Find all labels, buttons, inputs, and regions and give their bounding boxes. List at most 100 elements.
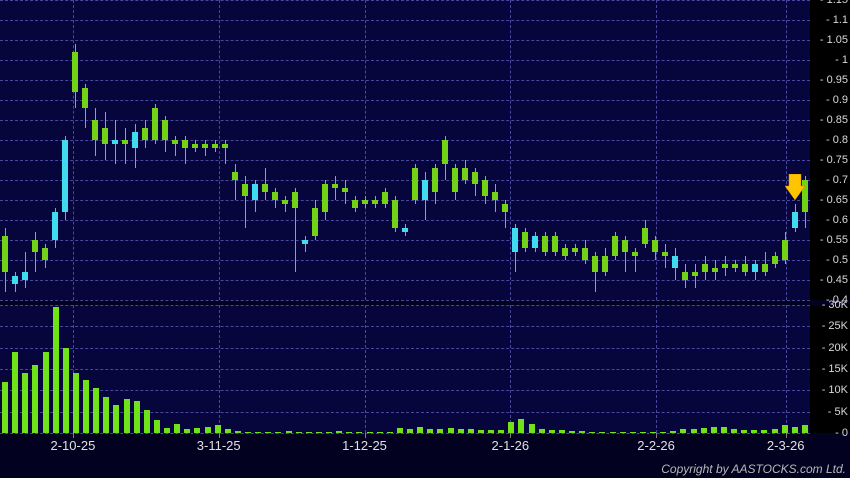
candle-body[interactable] <box>302 240 308 244</box>
volume-bar[interactable] <box>275 432 281 433</box>
volume-bar[interactable] <box>215 425 221 433</box>
candle-body[interactable] <box>762 264 768 272</box>
candle-body[interactable] <box>502 204 508 212</box>
candle-wick[interactable] <box>345 180 346 204</box>
candle-body[interactable] <box>492 192 498 200</box>
volume-bar[interactable] <box>32 365 38 433</box>
volume-bar[interactable] <box>437 429 443 433</box>
candle-body[interactable] <box>92 120 98 140</box>
candle-body[interactable] <box>202 144 208 148</box>
volume-bar[interactable] <box>691 429 697 433</box>
volume-bar[interactable] <box>2 382 8 433</box>
candle-body[interactable] <box>772 256 778 264</box>
volume-bar[interactable] <box>640 432 646 433</box>
candle-body[interactable] <box>292 192 298 208</box>
volume-bar[interactable] <box>721 427 727 433</box>
volume-bar[interactable] <box>63 348 69 433</box>
volume-bar[interactable] <box>316 432 322 433</box>
candle-body[interactable] <box>212 144 218 148</box>
candle-body[interactable] <box>52 212 58 240</box>
candle-wick[interactable] <box>665 244 666 268</box>
candle-wick[interactable] <box>235 164 236 200</box>
candle-body[interactable] <box>12 276 18 284</box>
volume-bar[interactable] <box>174 424 180 433</box>
candle-wick[interactable] <box>35 232 36 272</box>
candle-body[interactable] <box>702 264 708 272</box>
candle-body[interactable] <box>82 88 88 108</box>
volume-bar[interactable] <box>346 432 352 433</box>
candle-body[interactable] <box>722 264 728 268</box>
candle-body[interactable] <box>732 264 738 268</box>
candle-body[interactable] <box>792 212 798 228</box>
volume-bar[interactable] <box>458 429 464 433</box>
volume-bar[interactable] <box>397 428 403 433</box>
volume-bar[interactable] <box>22 373 28 433</box>
candle-wick[interactable] <box>335 176 336 200</box>
volume-bar[interactable] <box>680 429 686 433</box>
candle-body[interactable] <box>372 200 378 204</box>
candle-body[interactable] <box>342 188 348 192</box>
candle-body[interactable] <box>332 184 338 188</box>
volume-bar[interactable] <box>802 425 808 433</box>
candle-body[interactable] <box>362 200 368 204</box>
volume-bar[interactable] <box>579 431 585 433</box>
volume-bar[interactable] <box>761 430 767 433</box>
candle-body[interactable] <box>482 180 488 196</box>
candle-body[interactable] <box>382 192 388 204</box>
candle-body[interactable] <box>182 140 188 148</box>
volume-bar[interactable] <box>235 431 241 433</box>
candle-body[interactable] <box>522 232 528 248</box>
candle-body[interactable] <box>32 240 38 252</box>
candle-body[interactable] <box>262 184 268 192</box>
volume-bar[interactable] <box>539 429 545 433</box>
volume-bar[interactable] <box>518 419 524 433</box>
volume-bar[interactable] <box>407 429 413 433</box>
candle-body[interactable] <box>22 272 28 280</box>
candle-body[interactable] <box>112 140 118 144</box>
volume-bar[interactable] <box>326 432 332 433</box>
volume-bar[interactable] <box>670 431 676 433</box>
volume-bar[interactable] <box>265 432 271 433</box>
candle-body[interactable] <box>592 256 598 272</box>
volume-bar[interactable] <box>559 430 565 433</box>
volume-bar[interactable] <box>53 307 59 433</box>
candle-body[interactable] <box>2 236 8 272</box>
volume-bar[interactable] <box>113 405 119 433</box>
volume-bar[interactable] <box>741 430 747 433</box>
volume-bar[interactable] <box>792 427 798 433</box>
candle-body[interactable] <box>462 168 468 180</box>
volume-bar[interactable] <box>43 352 49 433</box>
candle-body[interactable] <box>652 240 658 252</box>
candle-body[interactable] <box>532 236 538 248</box>
candle-wick[interactable] <box>125 128 126 164</box>
candle-body[interactable] <box>162 120 168 140</box>
volume-bar[interactable] <box>124 399 130 433</box>
volume-bar[interactable] <box>144 410 150 433</box>
volume-bar[interactable] <box>73 373 79 433</box>
candle-body[interactable] <box>622 240 628 252</box>
volume-bar[interactable] <box>448 428 454 433</box>
candle-body[interactable] <box>432 168 438 192</box>
candle-body[interactable] <box>272 192 278 200</box>
candle-body[interactable] <box>312 208 318 236</box>
volume-bar[interactable] <box>488 430 494 433</box>
volume-bar[interactable] <box>306 432 312 433</box>
volume-bar[interactable] <box>205 427 211 433</box>
volume-bar[interactable] <box>245 432 251 433</box>
volume-bar[interactable] <box>599 432 605 433</box>
candle-body[interactable] <box>782 240 788 260</box>
candle-wick[interactable] <box>695 264 696 288</box>
candle-body[interactable] <box>42 248 48 260</box>
candle-body[interactable] <box>612 236 618 256</box>
candle-wick[interactable] <box>305 236 306 252</box>
candle-body[interactable] <box>242 184 248 196</box>
volume-bar[interactable] <box>427 429 433 433</box>
candle-body[interactable] <box>572 248 578 252</box>
candle-body[interactable] <box>252 184 258 200</box>
candle-body[interactable] <box>322 184 328 212</box>
volume-bar[interactable] <box>569 431 575 433</box>
volume-bar[interactable] <box>12 352 18 433</box>
candle-body[interactable] <box>672 256 678 268</box>
volume-bar[interactable] <box>83 380 89 433</box>
volume-bar[interactable] <box>630 432 636 433</box>
